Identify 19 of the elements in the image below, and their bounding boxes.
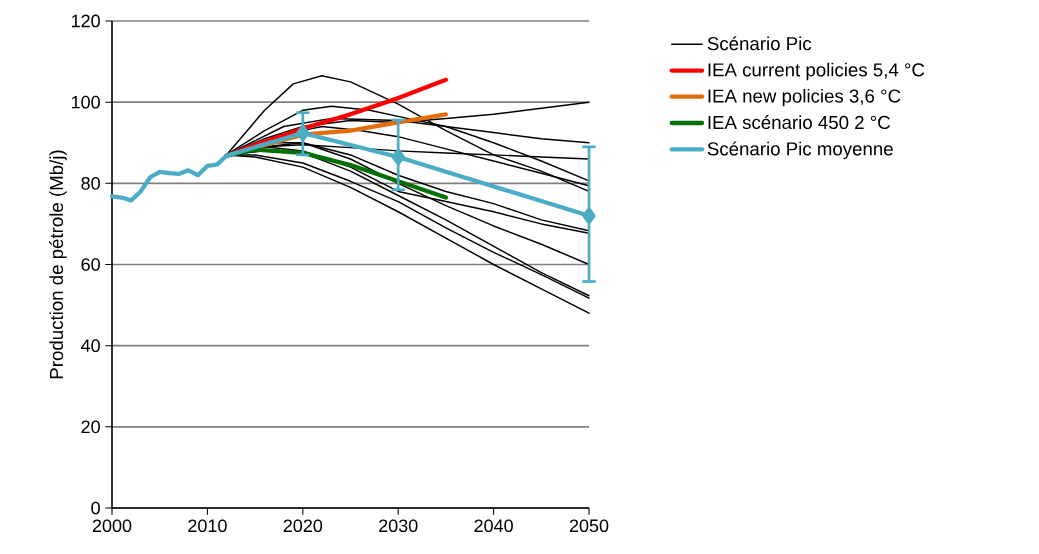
y-tick-label: 20 — [81, 420, 100, 434]
x-tick-label: 2050 — [569, 519, 609, 533]
y-tick-label: 80 — [81, 176, 100, 190]
y-tick-label: 0 — [91, 501, 100, 515]
x-tick-label: 2010 — [188, 519, 227, 533]
legend-label: IEA scénario 450 2 °C — [708, 115, 890, 130]
legend-label: Scénario Pic moyenne — [707, 141, 893, 160]
legend-label: Scénario Pic — [707, 36, 812, 51]
y-tick-label: 60 — [81, 258, 100, 271]
x-tick-label: 2000 — [92, 519, 132, 533]
y-tick-label: 40 — [81, 339, 100, 353]
x-tick-label: 2020 — [283, 519, 323, 533]
y-axis-title: Production de pétrole (Mb/j) — [49, 150, 67, 379]
x-tick-label: 2040 — [474, 519, 513, 533]
y-tick-label: 120 — [71, 14, 100, 28]
legend-label: IEA new policies 3,6 °C — [708, 88, 901, 107]
legend-label: IEA current policies 5,4 °C — [708, 62, 925, 81]
x-tick-label: 2030 — [379, 519, 418, 533]
y-tick-label: 100 — [71, 95, 100, 109]
